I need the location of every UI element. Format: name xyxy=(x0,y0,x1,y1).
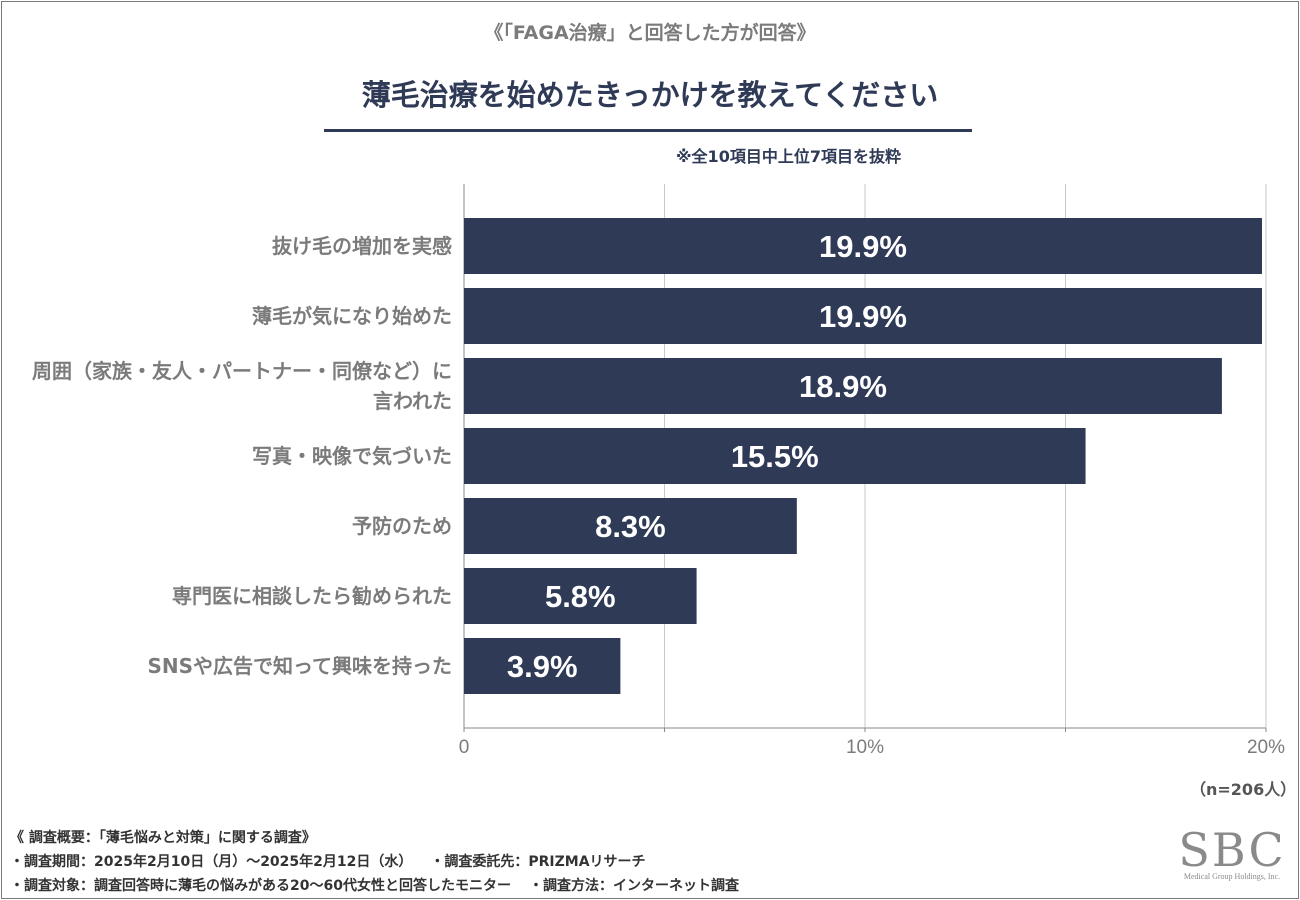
value-label-6: 5.8% xyxy=(545,579,616,614)
category-label-5: 予防のため xyxy=(352,514,452,538)
value-label-1: 19.9% xyxy=(819,229,907,264)
tick-label-20: 20% xyxy=(1247,737,1285,758)
value-label-5: 8.3% xyxy=(595,509,666,544)
survey-line-1: ・調査期間：2025年2月10日（月）～2025年2月12日（水） ・調査委託先：… xyxy=(10,850,739,874)
logo-subtext: Medical Group Holdings, Inc. xyxy=(1183,872,1281,881)
bar-7 xyxy=(464,638,621,694)
value-label-4: 15.5% xyxy=(731,439,819,474)
tick-label-0: 0 xyxy=(459,737,470,758)
title-underline xyxy=(324,129,972,132)
survey-method: ・調査方法：インターネット調査 xyxy=(528,878,739,894)
bar-3 xyxy=(464,358,1222,414)
logo-mark: SBC xyxy=(1178,823,1286,877)
chart-subtitle: 《「FAGA治療」と回答した方が回答》 xyxy=(484,22,816,44)
survey-target: ・調査対象：調査回答時に薄毛の悩みがある20～60代女性と回答したモニター xyxy=(10,878,511,894)
bar-4 xyxy=(464,428,1086,484)
survey-contractor: ・調査委託先：PRIZMAリサーチ xyxy=(430,854,646,870)
value-label-2: 19.9% xyxy=(819,299,907,334)
category-label-4: 写真・映像で気づいた xyxy=(252,444,452,468)
bar-1 xyxy=(464,218,1262,274)
survey-overview: 《 調査概要：「薄毛悩みと対策」に関する調査》 xyxy=(10,830,316,846)
bars: 19.9% 19.9% 18.9% 15.5% 8.3% 5.8% 3.9% xyxy=(464,218,1262,694)
tick-label-10: 10% xyxy=(846,737,884,758)
selection-note: ※全10項目中上位7項目を抜粋 xyxy=(676,147,901,166)
chart-title: 薄毛治療を始めたきっかけを教えてください xyxy=(361,78,939,112)
category-label-6: 専門医に相談したら勧められた xyxy=(172,584,452,608)
value-label-3: 18.9% xyxy=(799,369,887,404)
category-label-7: SNSや広告で知って興味を持った xyxy=(147,654,452,678)
survey-footnotes: 《 調査概要：「薄毛悩みと対策」に関する調査》 ・調査期間：2025年2月10日… xyxy=(10,826,739,898)
value-label-7: 3.9% xyxy=(507,649,578,684)
survey-line-2: ・調査対象：調査回答時に薄毛の悩みがある20～60代女性と回答したモニター ・調査… xyxy=(10,874,739,898)
category-label-3: 周囲（家族・友人・パートナー・同僚など）に言われた xyxy=(32,359,452,413)
sample-size: （n=206人） xyxy=(1190,780,1297,799)
sbc-logo: SBC Medical Group Holdings, Inc. xyxy=(1176,826,1288,881)
bar-5 xyxy=(464,498,797,554)
category-labels: 抜け毛の増加を実感薄毛が気になり始めた周囲（家族・友人・パートナー・同僚など）に… xyxy=(32,234,452,678)
bar-2 xyxy=(464,288,1262,344)
category-label-2: 薄毛が気になり始めた xyxy=(252,304,452,328)
bar-6 xyxy=(464,568,697,624)
survey-period: ・調査期間：2025年2月10日（月）～2025年2月12日（水） xyxy=(10,854,413,870)
category-label-1: 抜け毛の増加を実感 xyxy=(272,234,452,258)
x-axis-ticks: 0 10% 20% xyxy=(459,727,1285,758)
